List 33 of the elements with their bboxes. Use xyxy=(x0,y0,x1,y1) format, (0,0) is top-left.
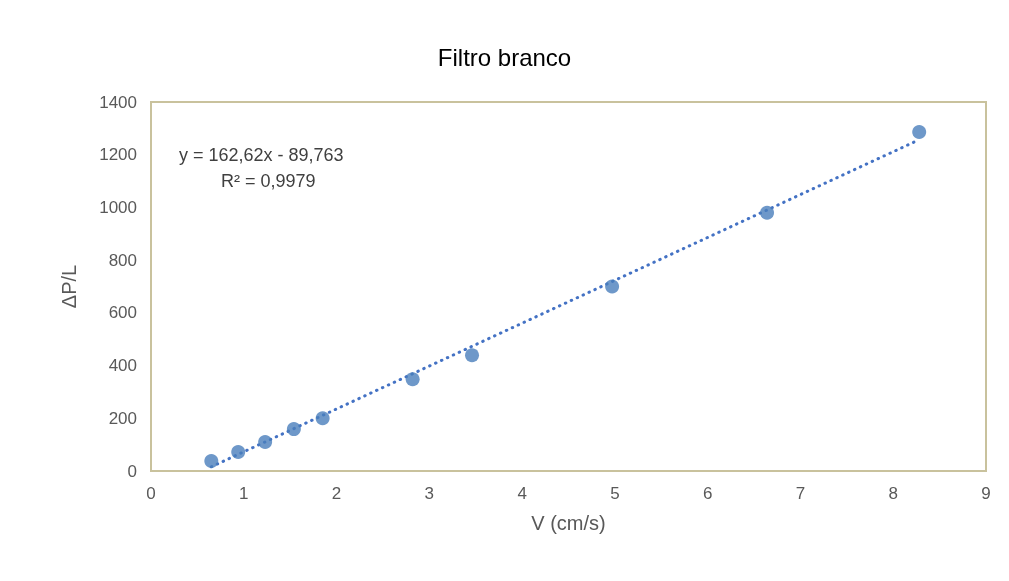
y-tick-label: 400 xyxy=(108,356,137,376)
y-tick-label: 1200 xyxy=(99,145,137,165)
y-tick-label: 800 xyxy=(108,250,137,270)
annotation: R² = 0,9979 xyxy=(221,171,316,191)
y-tick-label: 0 xyxy=(127,461,137,481)
y-axis-title: ΔP/L xyxy=(58,264,80,309)
point xyxy=(605,279,620,294)
point xyxy=(465,348,480,363)
annotation: y = 162,62x - 89,763 xyxy=(179,145,344,165)
point xyxy=(231,445,246,460)
x-axis-title: V (cm/s) xyxy=(531,512,606,534)
y-tick-label: 1400 xyxy=(99,92,137,112)
x-tick-label: 2 xyxy=(331,484,342,503)
y-tick-label: 200 xyxy=(108,408,137,428)
x-tick-label: 7 xyxy=(795,484,806,503)
x-tick-label: 6 xyxy=(702,484,713,503)
x-tick-label: 1 xyxy=(239,484,249,503)
point xyxy=(760,205,775,220)
x-tick-label: 5 xyxy=(610,484,620,503)
chart-title: Filtro branco xyxy=(437,43,572,71)
point xyxy=(912,125,927,140)
point xyxy=(258,435,273,449)
y-tick-label: 1000 xyxy=(99,197,137,217)
point xyxy=(204,453,219,468)
point xyxy=(315,411,330,426)
y-tick-label: 600 xyxy=(108,303,137,323)
point xyxy=(286,422,301,437)
x-tick-label: 8 xyxy=(888,484,898,503)
x-tick-label: 4 xyxy=(517,484,527,503)
point xyxy=(405,372,420,387)
x-tick-label: 9 xyxy=(981,484,991,503)
x-tick-label: 3 xyxy=(424,484,435,503)
x-tick-label: 0 xyxy=(146,484,156,503)
